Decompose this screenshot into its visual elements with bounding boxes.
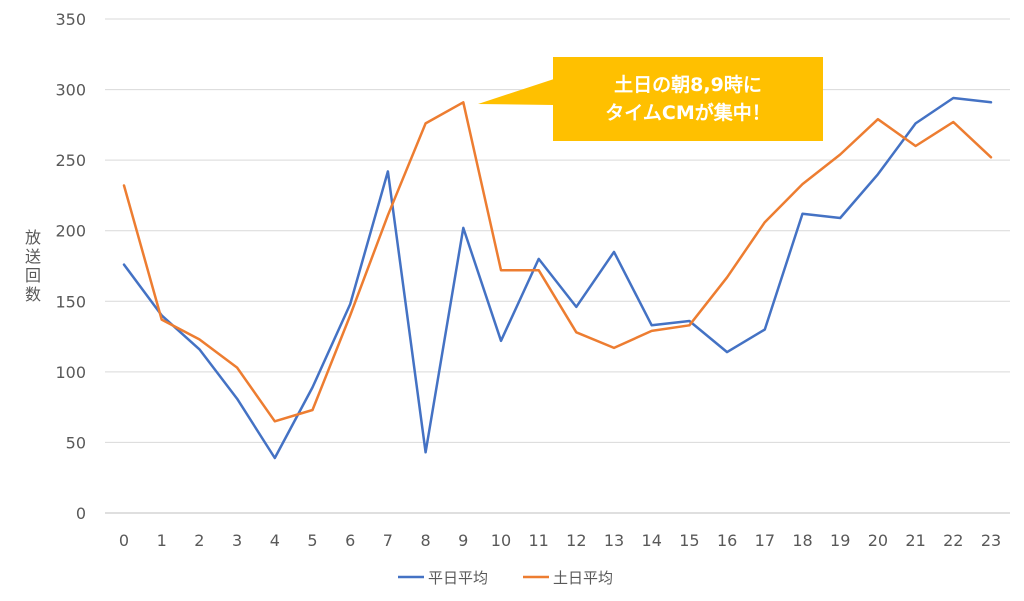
data-point: [725, 275, 729, 279]
x-tick-label: 3: [232, 531, 242, 550]
data-point: [838, 216, 842, 220]
data-point: [876, 172, 880, 176]
y-tick-label: 100: [55, 363, 86, 382]
series-line-1: [122, 96, 993, 460]
x-tick-label: 12: [566, 531, 586, 550]
data-point: [838, 152, 842, 156]
x-tick-label: 19: [830, 531, 850, 550]
data-point: [424, 121, 428, 125]
x-tick-label: 21: [905, 531, 925, 550]
x-tick-label: 1: [157, 531, 167, 550]
data-point: [235, 366, 239, 370]
data-point: [160, 318, 164, 322]
x-tick-label: 11: [528, 531, 548, 550]
x-tick-label: 7: [383, 531, 393, 550]
y-tick-label: 0: [76, 504, 86, 523]
legend-label: 平日平均: [428, 569, 488, 587]
data-point: [725, 350, 729, 354]
series-line-2: [122, 101, 993, 423]
data-point: [197, 337, 201, 341]
data-point: [612, 346, 616, 350]
x-tick-label: 22: [943, 531, 963, 550]
data-point: [537, 257, 541, 261]
data-point: [235, 397, 239, 401]
data-point: [197, 347, 201, 351]
data-point: [537, 268, 541, 272]
x-tick-label: 2: [194, 531, 204, 550]
data-point: [386, 213, 390, 217]
data-point: [499, 268, 503, 272]
data-point: [801, 212, 805, 216]
x-tick-label: 13: [604, 531, 624, 550]
y-tick-label: 50: [66, 433, 86, 452]
x-tick-label: 8: [420, 531, 430, 550]
x-tick-label: 6: [345, 531, 355, 550]
data-point: [348, 302, 352, 306]
y-tick-label: 300: [55, 81, 86, 100]
data-point: [273, 456, 277, 460]
data-point: [574, 330, 578, 334]
x-tick-label: 5: [307, 531, 317, 550]
data-point: [424, 450, 428, 454]
data-point: [650, 329, 654, 333]
data-point: [612, 250, 616, 254]
x-tick-label: 20: [868, 531, 888, 550]
data-point: [461, 100, 465, 104]
x-tick-label: 0: [119, 531, 129, 550]
data-point: [989, 100, 993, 104]
callout-text-line: 土日の朝8,9時に: [614, 74, 762, 96]
data-point: [650, 323, 654, 327]
data-point: [876, 117, 880, 121]
x-tick-label: 15: [679, 531, 699, 550]
x-tick-label: 16: [717, 531, 737, 550]
callout-box: [553, 57, 823, 141]
data-point: [914, 144, 918, 148]
y-axis-label: 放送回数: [25, 228, 41, 304]
data-point: [310, 408, 314, 412]
y-tick-label: 350: [55, 10, 86, 29]
y-tick-label: 250: [55, 151, 86, 170]
data-point: [310, 385, 314, 389]
data-point: [273, 419, 277, 423]
data-point: [763, 328, 767, 332]
data-point: [801, 182, 805, 186]
callout-pointer: [478, 79, 554, 105]
y-tick-label: 150: [55, 292, 86, 311]
x-tick-label: 18: [792, 531, 812, 550]
data-point: [122, 184, 126, 188]
data-point: [122, 263, 126, 267]
legend-label: 土日平均: [553, 569, 613, 587]
data-point: [574, 305, 578, 309]
callout-text-line: タイムCMが集中！: [605, 101, 770, 124]
data-point: [461, 226, 465, 230]
x-tick-label: 10: [491, 531, 511, 550]
x-tick-label: 4: [270, 531, 280, 550]
data-point: [989, 155, 993, 159]
x-tick-label: 9: [458, 531, 468, 550]
x-tick-label: 17: [755, 531, 775, 550]
data-point: [386, 169, 390, 173]
data-point: [499, 339, 503, 343]
x-tick-label: 14: [642, 531, 662, 550]
y-tick-label: 200: [55, 222, 86, 241]
data-point: [951, 120, 955, 124]
data-point: [914, 121, 918, 125]
data-point: [763, 220, 767, 224]
data-point: [348, 313, 352, 317]
data-point: [687, 323, 691, 327]
data-point: [951, 96, 955, 100]
x-tick-label: 23: [981, 531, 1001, 550]
